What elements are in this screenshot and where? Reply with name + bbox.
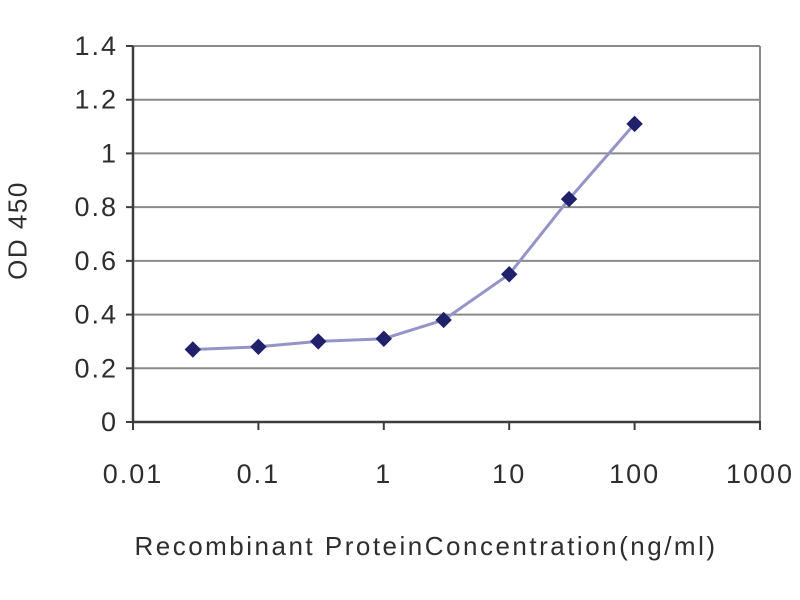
data-point-marker: [184, 341, 202, 358]
y-axis-title: OD 450: [2, 181, 33, 280]
x-tick-label: 10: [492, 459, 526, 489]
x-tick-label: 1000: [726, 459, 794, 489]
y-tick-label: 0.6: [74, 246, 118, 276]
x-tick-label: 1: [375, 459, 392, 489]
data-point-marker: [500, 266, 518, 283]
x-tick-label: 0.01: [103, 459, 164, 489]
y-tick-label: 0.4: [74, 300, 118, 330]
y-tick-label: 0: [101, 407, 118, 437]
y-tick-label: 1.4: [74, 31, 118, 61]
data-point-marker: [560, 190, 578, 208]
y-tick-label: 0.2: [74, 353, 118, 383]
y-tick-label: 0.8: [74, 192, 118, 222]
data-point-marker: [626, 115, 643, 133]
series-line: [192, 122, 636, 351]
data-point-marker: [375, 330, 393, 347]
data-point-marker: [250, 338, 267, 356]
x-axis-title: Recombinant ProteinConcentration(ng/ml): [134, 531, 718, 561]
x-tick-label: 100: [609, 459, 660, 489]
data-point-marker: [310, 333, 327, 350]
y-tick-label: 1: [101, 138, 118, 168]
x-tick-label: 0.1: [237, 459, 281, 489]
data-point-marker: [435, 311, 452, 329]
y-tick-label: 1.2: [74, 85, 118, 115]
